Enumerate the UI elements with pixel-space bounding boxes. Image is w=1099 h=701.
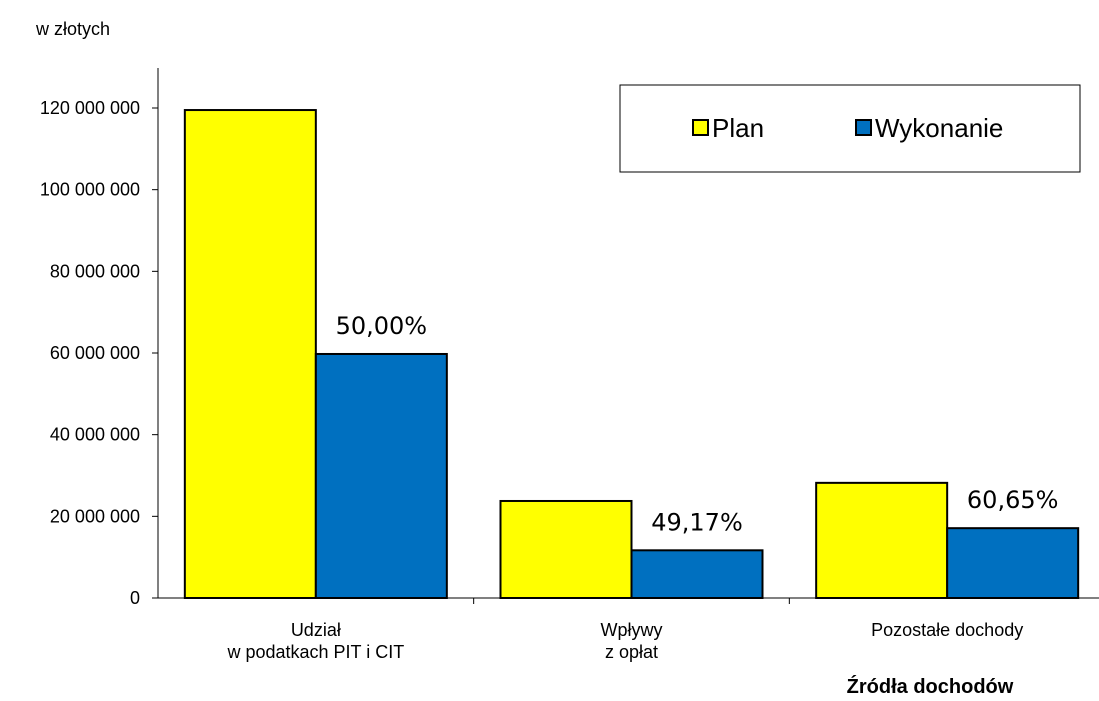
y-tick-label: 100 000 000 (40, 180, 140, 200)
bar (314, 352, 448, 600)
bar (630, 549, 764, 599)
y-tick-label: 20 000 000 (50, 506, 140, 526)
bar (183, 109, 317, 600)
x-tick-label: Wpływy (601, 620, 663, 640)
legend-box (619, 84, 1081, 173)
x-axis-label: Źródła dochodów (847, 675, 1014, 698)
annotation: 60,65% (967, 486, 1059, 514)
bar (815, 481, 949, 600)
y-tick-label: 60 000 000 (50, 343, 140, 363)
x-tick-label: z opłat (605, 642, 658, 662)
annotation: 50,00% (336, 312, 428, 340)
x-tick-label: Udział (291, 620, 341, 640)
x-tick-label: Pozostałe dochody (871, 620, 1023, 640)
bar (499, 499, 633, 600)
legend-label: Plan (712, 113, 764, 143)
legend-swatch (692, 119, 709, 136)
y-tick-label: 120 000 000 (40, 98, 140, 118)
annotation: 49,17% (651, 508, 743, 536)
y-tick-label: 40 000 000 (50, 425, 140, 445)
y-tick-label: 0 (130, 588, 140, 608)
y-axis-label: w złotych (35, 19, 110, 39)
bar (946, 527, 1080, 599)
legend-label: Wykonanie (875, 113, 1003, 143)
y-tick-label: 80 000 000 (50, 261, 140, 281)
legend-swatch (855, 119, 872, 136)
x-tick-label: w podatkach PIT i CIT (226, 642, 404, 662)
